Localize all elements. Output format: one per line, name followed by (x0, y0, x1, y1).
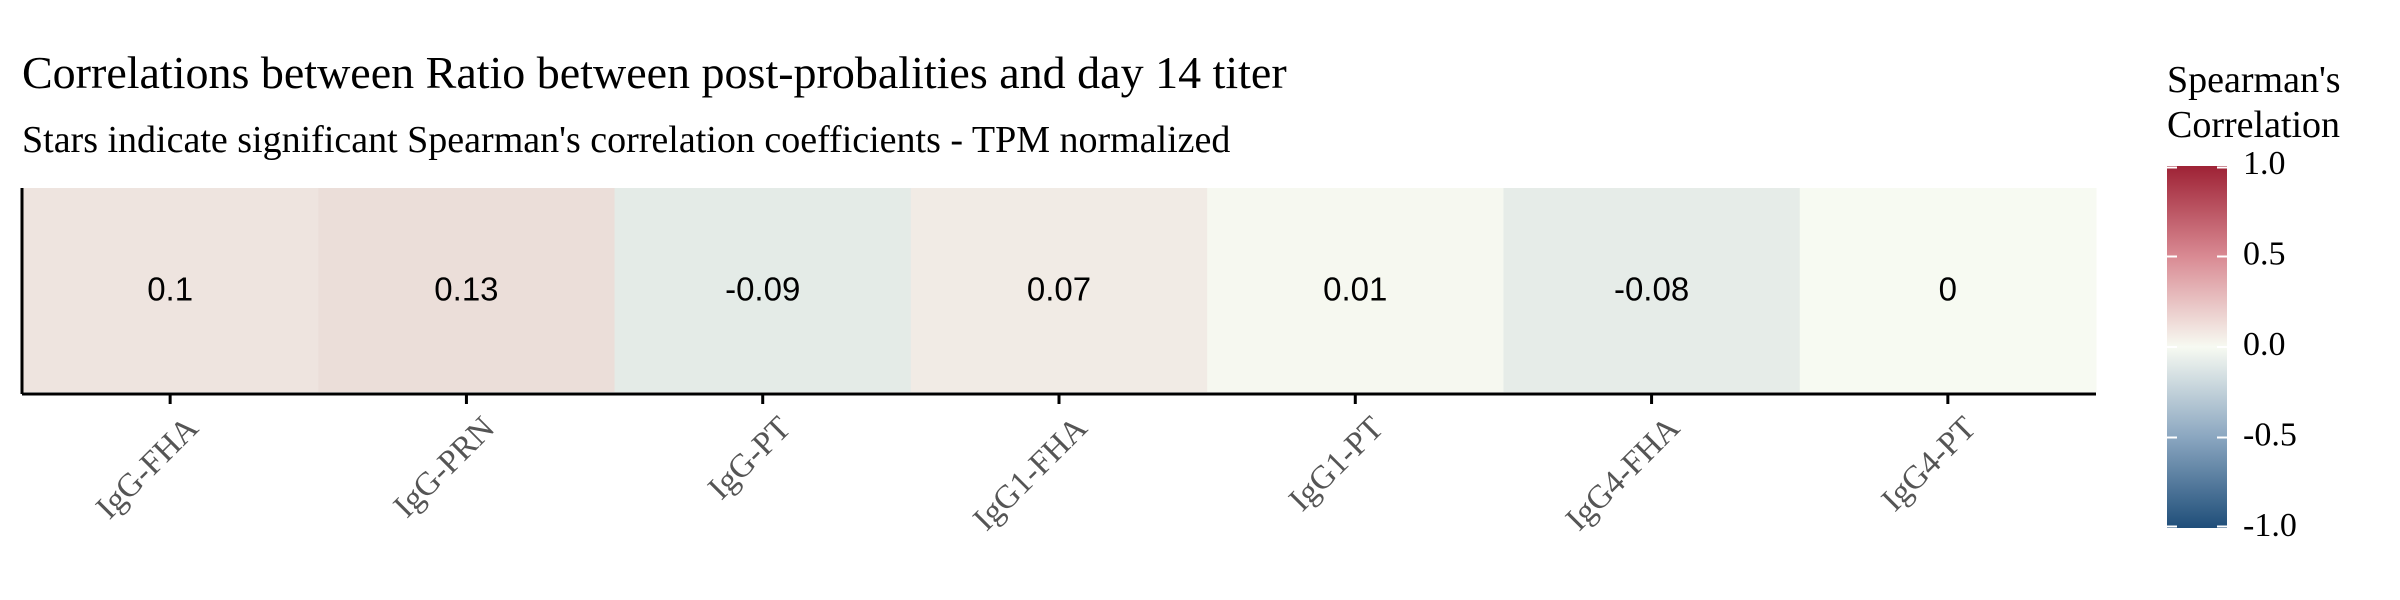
x-axis-tick-labels: IgG-FHA IgG-PRN IgG-PT IgG1-FHA IgG1-PT IgG4-… (89, 410, 1983, 538)
chart-title: Correlations between Ratio between post-… (22, 47, 1287, 98)
heatmap-cell-igg-fha (22, 188, 319, 392)
heatmap-cell-labels: 0.1 0.13 -0.09 0.07 0.01 -0.08 0 (147, 271, 1957, 308)
heatmap-cell-igg1-pt (1207, 188, 1504, 392)
cell-value-label: 0.1 (147, 271, 193, 308)
cell-value-label: 0.13 (434, 271, 498, 308)
cell-value-label: -0.08 (1614, 271, 1689, 308)
heatmap-cell-igg4-pt (1799, 188, 2097, 392)
x-tick-label: IgG-FHA (89, 410, 205, 526)
legend-title-line2: Correlation (2167, 104, 2340, 146)
cell-value-label: 0 (1939, 271, 1957, 308)
legend-ticks: 1.0 0.5 0.0 -0.5 -1.0 (2167, 145, 2297, 544)
x-tick-label: IgG1-FHA (967, 410, 1095, 538)
heatmap-cell-igg4-fha (1503, 188, 1801, 392)
x-tick-label: IgG4-FHA (1559, 410, 1687, 538)
heatmap-cell-igg1-fha (910, 188, 1208, 392)
legend-title-line1: Spearman's (2167, 59, 2341, 101)
cell-value-label: 0.01 (1323, 271, 1387, 308)
legend-tick-label: 0.0 (2243, 326, 2286, 363)
x-tick-label: IgG4-PT (1875, 410, 1983, 518)
x-tick-label: IgG-PT (701, 410, 798, 507)
heatmap-cell-igg-pt (614, 188, 912, 392)
heatmap-cell-igg-prn (318, 188, 616, 392)
legend-tick-label: 1.0 (2243, 145, 2286, 182)
legend-tick-label: -0.5 (2243, 416, 2297, 453)
legend-tick-label: 0.5 (2243, 235, 2286, 272)
x-axis-ticks (168, 394, 1950, 404)
chart-subtitle: Stars indicate significant Spearman's co… (22, 119, 1230, 161)
cell-value-label: -0.09 (725, 271, 800, 308)
legend-tick-label: -1.0 (2243, 507, 2297, 544)
cell-value-label: 0.07 (1027, 271, 1091, 308)
heatmap-cells (22, 188, 2097, 392)
x-tick-label: IgG-PRN (387, 410, 502, 525)
x-tick-label: IgG1-PT (1282, 410, 1390, 518)
